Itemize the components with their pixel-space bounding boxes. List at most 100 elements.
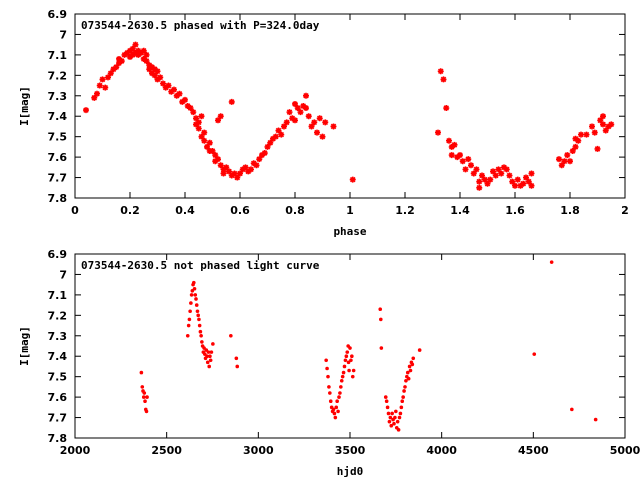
- phased-data-point: [459, 158, 466, 165]
- unphased-data-point: [326, 374, 330, 379]
- phased-data-point: [435, 129, 441, 136]
- phased-data-point: [107, 70, 114, 77]
- unphased-data-point: [333, 415, 338, 420]
- phased-data-point: [220, 170, 227, 177]
- unphased-data-point: [343, 358, 348, 363]
- phased-data-point: [113, 64, 120, 71]
- phased-data-point: [476, 184, 483, 191]
- unphased-data-point: [349, 358, 353, 363]
- phased-data-point: [151, 72, 158, 79]
- phased-data-point: [281, 123, 287, 130]
- phased-data-point: [182, 96, 188, 103]
- unphased-light-curve-panel: 2000 2500 3000 3500 4000 4500 5000 6.9 7 7.1 7.2 7.…: [18, 248, 640, 478]
- phased-data-point: [129, 51, 136, 58]
- phased-data-point: [140, 47, 147, 54]
- unphased-data-point: [408, 368, 413, 373]
- unphased-data-point: [394, 409, 398, 414]
- unphased-data-point: [328, 399, 333, 404]
- phased-data-point: [206, 139, 213, 146]
- phased-data-point: [303, 92, 309, 99]
- unphased-data-point: [411, 356, 416, 361]
- phased-x-tick-label: 0.6: [230, 204, 250, 217]
- phased-x-tick-label: 0: [71, 204, 79, 217]
- unphased-x-tick-label: 3000: [243, 444, 274, 457]
- unphased-y-tick-label: 7.8: [48, 432, 68, 445]
- phased-data-point: [245, 168, 252, 175]
- phased-chart-title: 073544-2630.5 phased with P=324.0day: [81, 19, 320, 32]
- phased-data-point: [473, 166, 480, 173]
- phased-data-point: [140, 55, 147, 62]
- unphased-data-points: [139, 260, 598, 432]
- unphased-data-point: [208, 354, 212, 359]
- phased-data-point: [440, 76, 447, 83]
- unphased-data-point: [350, 354, 354, 359]
- phased-x-tick-label: 0.8: [285, 204, 305, 217]
- unphased-data-point: [341, 370, 346, 375]
- unphased-data-point: [328, 391, 332, 395]
- phased-y-tick-label: 7.2: [48, 69, 68, 82]
- unphased-x-tick-label: 5000: [610, 444, 640, 457]
- phased-data-point: [512, 182, 518, 189]
- phased-data-point: [600, 121, 606, 128]
- phased-data-point: [451, 141, 458, 148]
- unphased-data-point: [194, 303, 199, 307]
- phased-data-point: [525, 178, 532, 185]
- phased-data-point: [149, 64, 155, 71]
- phased-data-point: [528, 182, 535, 189]
- phased-data-point: [212, 152, 219, 159]
- phased-data-point: [195, 125, 202, 132]
- unphased-data-point: [195, 309, 200, 314]
- phased-y-tick-label: 6.9: [48, 8, 68, 21]
- phased-data-point: [311, 119, 318, 126]
- unphased-data-point: [144, 409, 149, 414]
- unphased-data-point: [348, 346, 352, 350]
- phased-data-point: [457, 152, 463, 159]
- phased-data-point: [234, 174, 241, 181]
- unphased-data-point: [211, 342, 215, 346]
- unphased-data-point: [200, 340, 204, 344]
- unphased-data-point: [197, 323, 202, 328]
- phased-data-point: [146, 66, 153, 73]
- phased-y-tick-label: 7.4: [48, 110, 68, 123]
- unphased-x-axis-label: hjd0: [337, 465, 364, 478]
- unphased-data-point: [206, 350, 211, 354]
- phased-data-point: [561, 158, 568, 165]
- unphased-data-point: [410, 362, 415, 367]
- phased-data-point: [118, 58, 125, 65]
- phased-y-tick-label: 7.1: [48, 49, 68, 62]
- phased-data-point: [600, 113, 606, 120]
- phased-data-point: [490, 168, 496, 175]
- phased-data-point: [303, 105, 309, 112]
- phased-data-point: [528, 170, 535, 177]
- unphased-data-point: [199, 333, 203, 338]
- phased-data-point: [96, 82, 103, 89]
- phased-data-point: [286, 109, 293, 116]
- unphased-data-point: [392, 421, 396, 426]
- phased-data-point: [294, 105, 301, 112]
- unphased-data-point: [207, 364, 211, 369]
- phased-data-point: [231, 170, 238, 177]
- unphased-data-point: [209, 350, 214, 354]
- unphased-x-tick-label: 4000: [426, 444, 457, 457]
- unphased-data-point: [403, 385, 407, 389]
- phased-data-point: [275, 127, 282, 134]
- unphased-chart-title: 073544-2630.5 not phased light curve: [81, 259, 320, 272]
- phased-plot-frame: [74, 13, 626, 199]
- phased-data-point: [154, 76, 161, 83]
- phased-data-point: [121, 51, 128, 58]
- unphased-data-point: [417, 348, 422, 352]
- unphased-data-point: [324, 358, 328, 363]
- unphased-data-point: [350, 374, 355, 379]
- phased-light-curve-panel: 0 0.2 0.4 0.6 0.8 1 1.2 1.4 1.6 1.8 2 6.9 7 7.1 7.2 7.3…: [18, 8, 629, 238]
- phased-data-point: [176, 90, 183, 97]
- unphased-data-point: [351, 368, 356, 373]
- unphased-data-point: [143, 399, 147, 404]
- phased-data-point: [256, 156, 263, 163]
- phased-data-point: [91, 94, 98, 101]
- phased-x-tick-label: 1.4: [450, 204, 470, 217]
- unphased-data-point: [379, 346, 384, 350]
- phased-ticks: 0 0.2 0.4 0.6 0.8 1 1.2 1.4 1.6 1.8 2 6.9 7 7.1 7.2 7.3…: [48, 8, 629, 217]
- phased-y-tick-label: 7.8: [48, 192, 68, 205]
- phased-data-point: [143, 51, 150, 58]
- phased-data-point: [448, 143, 455, 150]
